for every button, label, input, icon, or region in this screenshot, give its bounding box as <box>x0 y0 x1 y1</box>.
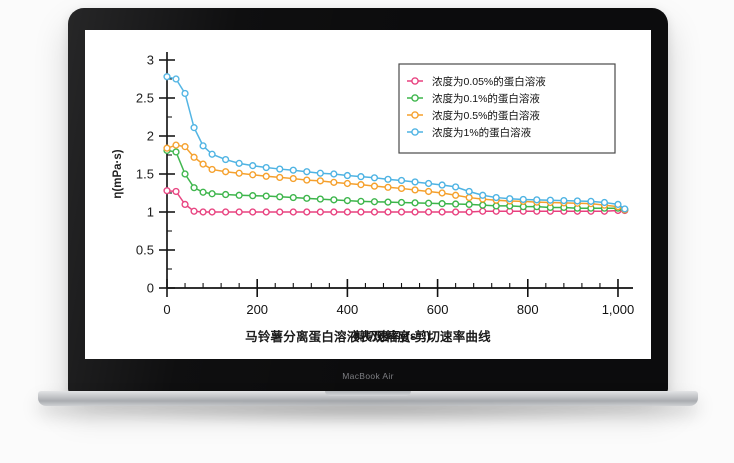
svg-text:0.5: 0.5 <box>136 243 154 258</box>
viscosity-shear-rate-figure: 0 0.5 1 1.5 2 2.5 3 0 200 400 600 800 1,000 剪切速率γ(s⁻¹… <box>85 30 651 359</box>
svg-text:浓度为0.1%的蛋白溶液: 浓度为0.1%的蛋白溶液 <box>432 92 540 105</box>
svg-text:剪切速率γ(s⁻¹): 剪切速率γ(s⁻¹) <box>354 329 431 343</box>
svg-text:0: 0 <box>163 302 170 317</box>
svg-text:600: 600 <box>427 302 449 317</box>
laptop-chin: MacBook Air <box>68 359 668 393</box>
laptop-base-notch <box>325 391 411 396</box>
svg-text:浓度为0.5%的蛋白溶液: 浓度为0.5%的蛋白溶液 <box>432 109 540 122</box>
svg-text:浓度为0.05%的蛋白溶液: 浓度为0.05%的蛋白溶液 <box>432 75 546 88</box>
macbook-air-wordmark: MacBook Air <box>342 371 394 381</box>
chart-canvas: 0 0.5 1 1.5 2 2.5 3 0 200 400 600 800 1,000 剪切速率γ(s⁻¹… <box>112 52 635 343</box>
svg-text:0: 0 <box>147 281 154 296</box>
laptop-drop-shadow <box>78 404 658 426</box>
svg-text:2: 2 <box>147 129 154 144</box>
laptop-screen: 0 0.5 1 1.5 2 2.5 3 0 200 400 600 800 1,000 剪切速率γ(s⁻¹… <box>85 30 651 359</box>
svg-text:400: 400 <box>337 302 359 317</box>
figure-caption: 马铃薯分离蛋白溶液表观粘度-剪切速率曲线 <box>245 330 491 344</box>
svg-text:200: 200 <box>246 302 268 317</box>
svg-text:浓度为1%的蛋白溶液: 浓度为1%的蛋白溶液 <box>432 126 532 139</box>
svg-text:1.5: 1.5 <box>136 167 154 182</box>
svg-text:1,000: 1,000 <box>602 302 635 317</box>
laptop-lid: 0 0.5 1 1.5 2 2.5 3 0 200 400 600 800 1,000 剪切速率γ(s⁻¹… <box>68 8 668 393</box>
svg-text:1: 1 <box>147 205 154 220</box>
svg-text:2.5: 2.5 <box>136 91 154 106</box>
laptop-base <box>38 391 698 406</box>
svg-text:800: 800 <box>517 302 539 317</box>
svg-text:η(mPa·s): η(mPa·s) <box>112 149 124 198</box>
svg-text:3: 3 <box>147 53 154 68</box>
